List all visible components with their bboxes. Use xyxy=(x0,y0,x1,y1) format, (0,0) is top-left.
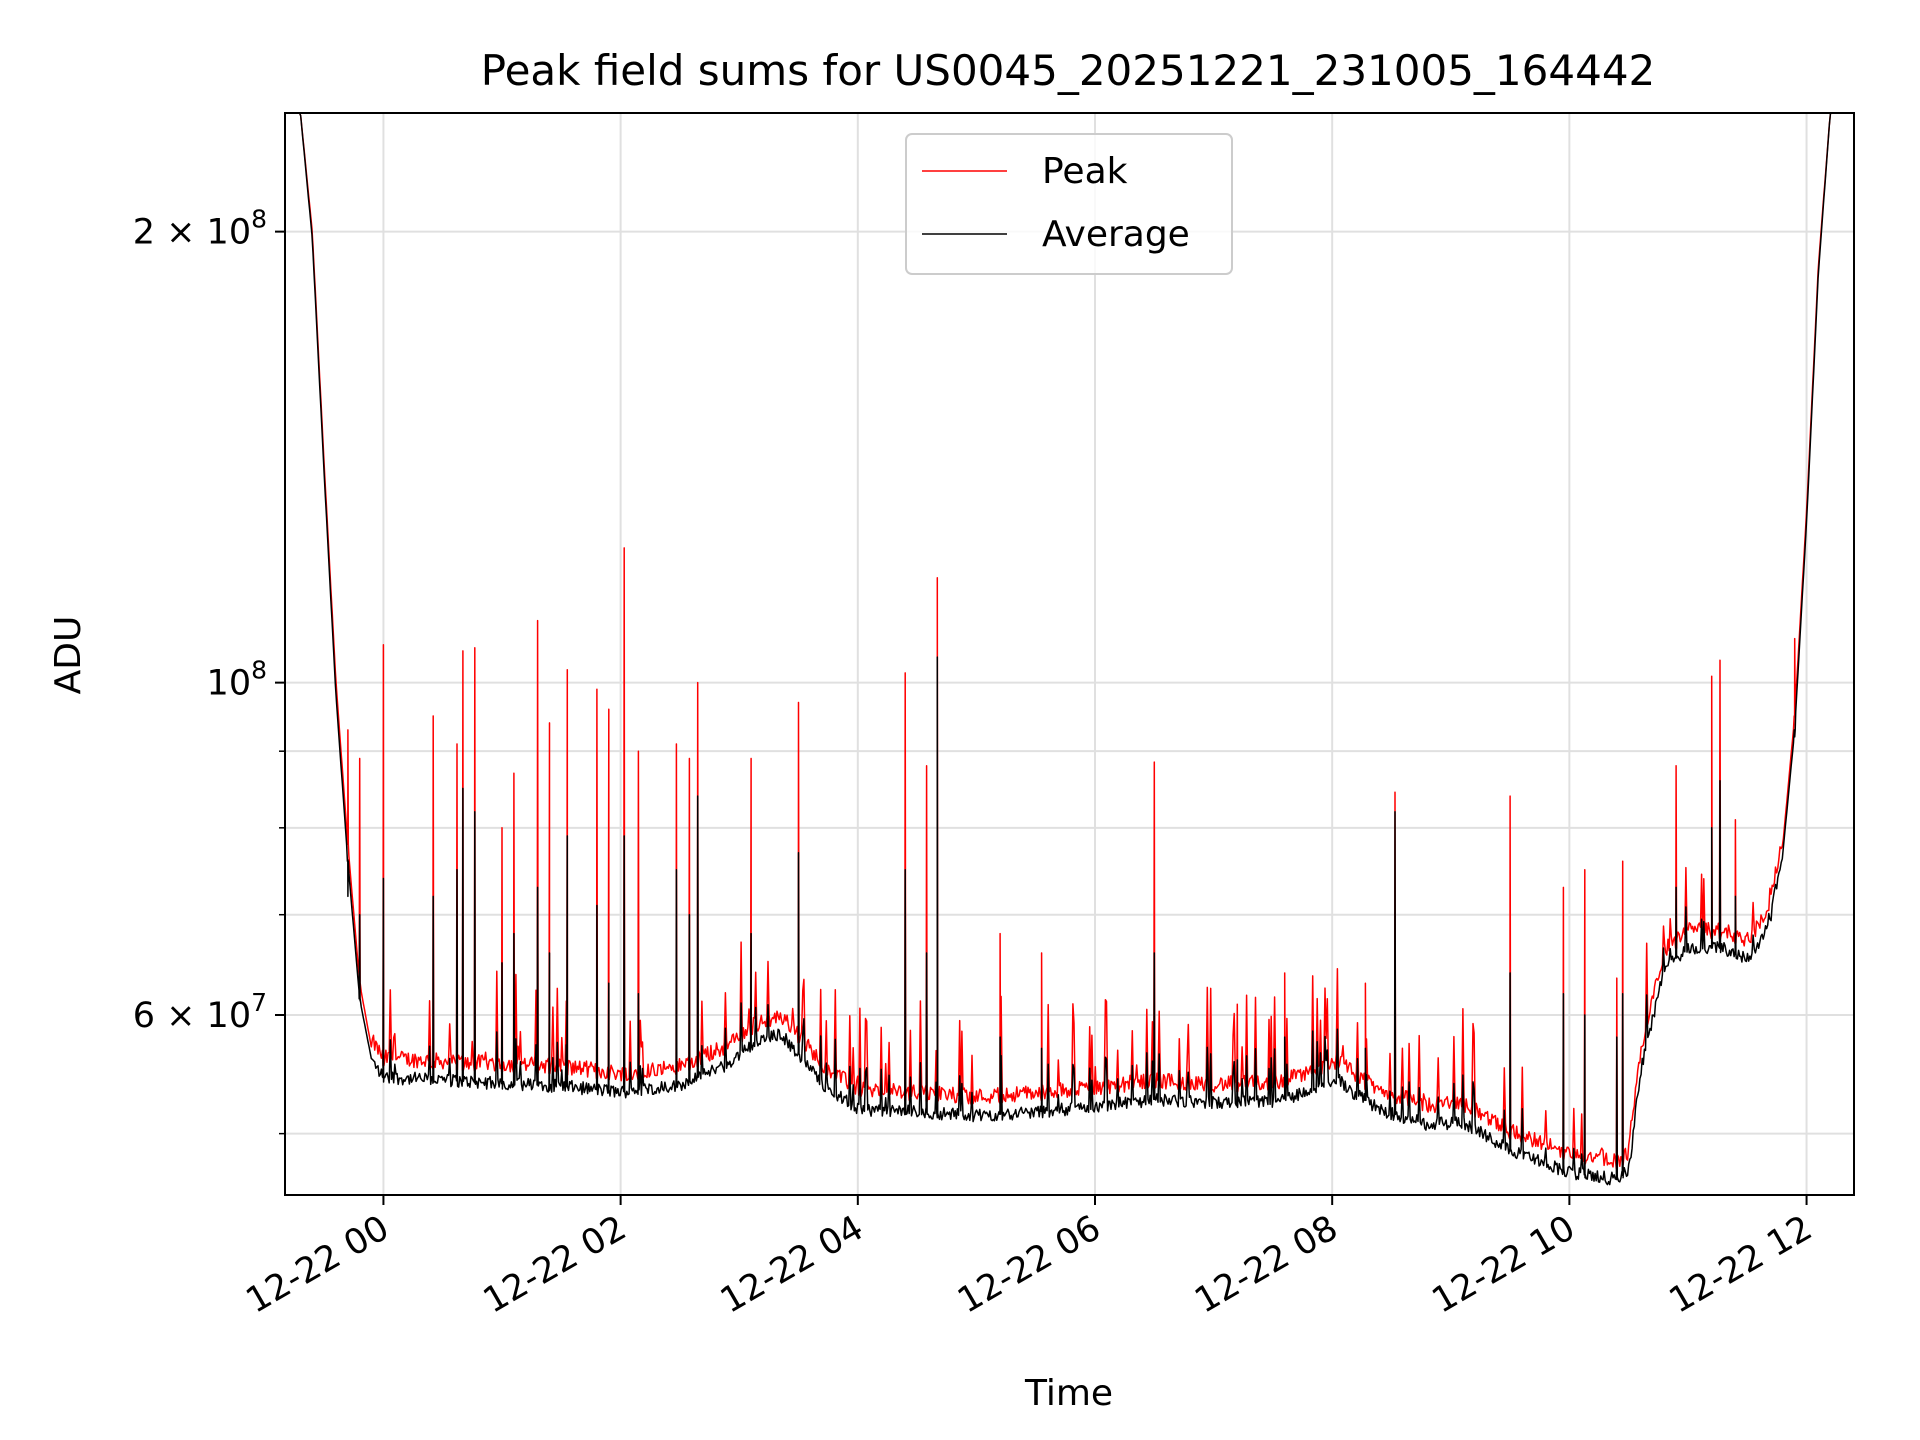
x-axis-label: Time xyxy=(1024,1373,1113,1414)
legend: Peak Average xyxy=(905,133,1233,275)
peak-series xyxy=(285,113,1854,1170)
legend-peak-label: Peak xyxy=(1042,151,1128,192)
y-tick-label: 108 xyxy=(207,656,267,704)
y-tick-label: 2 × 108 xyxy=(133,205,267,253)
chart-title: Peak field sums for US0045_20251221_2310… xyxy=(481,46,1656,95)
average-line xyxy=(285,113,1854,1186)
legend-box xyxy=(905,133,1233,275)
plot-area xyxy=(285,113,1854,1186)
y-axis: 6 × 107 108 2 × 108 xyxy=(133,205,285,1135)
legend-average-label: Average xyxy=(1042,214,1190,255)
peak-line xyxy=(285,113,1854,1170)
y-tick-label: 6 × 107 xyxy=(133,988,267,1036)
y-axis-label: ADU xyxy=(48,616,89,695)
average-series xyxy=(285,113,1854,1186)
axes-frame xyxy=(284,112,1855,1196)
